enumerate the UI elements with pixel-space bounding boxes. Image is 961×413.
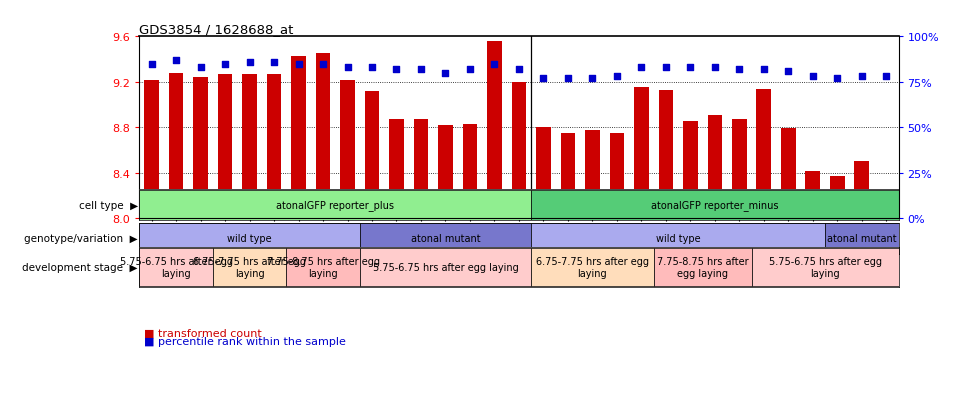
Bar — [825, 224, 899, 253]
Bar — [462, 125, 478, 219]
Text: 7.75-8.75 hrs after egg
laying: 7.75-8.75 hrs after egg laying — [266, 256, 380, 278]
Text: 7.75-8.75 hrs after
egg laying: 7.75-8.75 hrs after egg laying — [656, 256, 749, 278]
Point — [438, 70, 454, 77]
Point — [315, 61, 331, 68]
Point — [266, 59, 282, 66]
Bar — [658, 90, 674, 219]
Text: atonalGFP reporter_minus: atonalGFP reporter_minus — [652, 200, 778, 211]
Text: wild type: wild type — [655, 233, 701, 244]
Point — [878, 74, 894, 81]
Text: development stage  ▶: development stage ▶ — [22, 262, 137, 273]
Bar — [359, 224, 531, 253]
Text: 6.75-7.75 hrs after egg
laying: 6.75-7.75 hrs after egg laying — [536, 256, 649, 278]
Bar — [438, 126, 453, 219]
Point — [780, 69, 796, 75]
Bar — [139, 190, 531, 220]
Point — [584, 76, 600, 82]
Bar — [536, 128, 551, 219]
Bar — [752, 249, 899, 286]
Text: 5.75-6.75 hrs after egg
laying: 5.75-6.75 hrs after egg laying — [769, 256, 881, 278]
Bar — [315, 54, 331, 219]
Bar — [560, 134, 576, 219]
Bar — [830, 177, 845, 219]
Point — [364, 65, 380, 71]
Point — [340, 65, 356, 71]
Bar — [634, 88, 649, 219]
Point — [658, 65, 674, 71]
Point — [193, 65, 209, 71]
Text: wild type: wild type — [227, 233, 272, 244]
Text: 5.75-6.75 hrs after egg laying: 5.75-6.75 hrs after egg laying — [373, 262, 518, 273]
Bar — [218, 75, 233, 219]
Text: ■ percentile rank within the sample: ■ percentile rank within the sample — [144, 336, 346, 346]
Bar — [732, 120, 747, 219]
Point — [829, 76, 845, 82]
Point — [389, 66, 405, 73]
Bar — [212, 249, 286, 286]
Bar — [531, 249, 653, 286]
Bar — [683, 121, 698, 219]
Point — [707, 65, 723, 71]
Point — [291, 61, 307, 68]
Bar — [286, 249, 359, 286]
Point — [609, 74, 625, 81]
Bar — [139, 224, 359, 253]
Text: 6.75-7.75 hrs after egg
laying: 6.75-7.75 hrs after egg laying — [193, 256, 306, 278]
Point — [682, 65, 698, 71]
Bar — [879, 208, 894, 219]
Bar — [707, 116, 723, 219]
Bar — [359, 249, 531, 286]
Bar — [193, 78, 208, 219]
Point — [413, 66, 429, 73]
Point — [217, 61, 233, 68]
Bar — [781, 129, 796, 219]
Bar — [291, 57, 306, 219]
Bar — [756, 89, 771, 219]
Bar — [487, 42, 502, 219]
Point — [535, 76, 551, 82]
Text: cell type  ▶: cell type ▶ — [79, 200, 137, 211]
Point — [854, 74, 870, 81]
Point — [805, 74, 821, 81]
Text: GDS3854 / 1628688_at: GDS3854 / 1628688_at — [139, 23, 294, 36]
Point — [633, 65, 649, 71]
Point — [144, 61, 160, 68]
Point — [731, 66, 747, 73]
Bar — [242, 75, 257, 219]
Bar — [139, 249, 212, 286]
Bar — [531, 190, 899, 220]
Bar — [340, 80, 355, 219]
Bar — [413, 120, 429, 219]
Bar — [144, 80, 159, 219]
Bar — [653, 249, 752, 286]
Bar — [531, 224, 825, 253]
Point — [487, 61, 503, 68]
Point — [560, 76, 576, 82]
Bar — [805, 171, 820, 219]
Point — [168, 57, 184, 64]
Point — [462, 66, 478, 73]
Bar — [389, 120, 404, 219]
Text: atonal mutant: atonal mutant — [827, 233, 897, 244]
Bar — [609, 134, 625, 219]
Text: atonal mutant: atonal mutant — [410, 233, 480, 244]
Text: ■ transformed count: ■ transformed count — [144, 328, 262, 337]
Bar — [267, 75, 282, 219]
Point — [756, 66, 772, 73]
Text: genotype/variation  ▶: genotype/variation ▶ — [24, 233, 137, 244]
Bar — [585, 131, 600, 219]
Text: atonalGFP reporter_plus: atonalGFP reporter_plus — [276, 200, 394, 211]
Bar — [854, 162, 869, 219]
Point — [242, 59, 258, 66]
Point — [511, 66, 527, 73]
Bar — [511, 83, 527, 219]
Bar — [169, 74, 184, 219]
Text: 5.75-6.75 hrs after egg
laying: 5.75-6.75 hrs after egg laying — [119, 256, 233, 278]
Bar — [364, 92, 380, 219]
